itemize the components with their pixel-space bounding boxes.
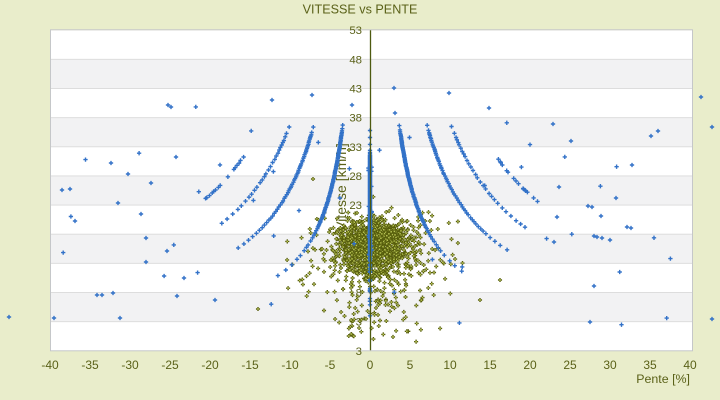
svg-text:3: 3 xyxy=(356,317,362,329)
svg-text:10: 10 xyxy=(443,358,457,372)
svg-text:-5: -5 xyxy=(325,358,336,372)
svg-text:-25: -25 xyxy=(161,358,179,372)
svg-text:8: 8 xyxy=(356,288,362,300)
svg-text:33: 33 xyxy=(349,142,362,154)
svg-text:25: 25 xyxy=(563,358,577,372)
svg-text:43: 43 xyxy=(349,83,362,95)
svg-text:28: 28 xyxy=(349,171,362,183)
svg-text:-35: -35 xyxy=(81,358,99,372)
svg-text:53: 53 xyxy=(349,25,362,37)
svg-text:20: 20 xyxy=(523,358,537,372)
svg-text:0: 0 xyxy=(367,358,374,372)
svg-text:Pente [%]: Pente [%] xyxy=(636,372,690,386)
svg-text:3: 3 xyxy=(356,346,362,358)
svg-text:-15: -15 xyxy=(241,358,259,372)
svg-text:40: 40 xyxy=(683,358,697,372)
svg-text:-30: -30 xyxy=(121,358,139,372)
svg-text:15: 15 xyxy=(483,358,497,372)
svg-text:VITESSE vs PENTE: VITESSE vs PENTE xyxy=(303,3,418,17)
svg-text:30: 30 xyxy=(603,358,617,372)
svg-text:38: 38 xyxy=(349,113,362,125)
svg-text:35: 35 xyxy=(643,358,657,372)
svg-text:5: 5 xyxy=(407,358,414,372)
svg-text:-40: -40 xyxy=(41,358,59,372)
svg-text:48: 48 xyxy=(349,54,362,66)
svg-text:-10: -10 xyxy=(281,358,299,372)
svg-text:23: 23 xyxy=(349,200,362,212)
svg-text:-20: -20 xyxy=(201,358,219,372)
